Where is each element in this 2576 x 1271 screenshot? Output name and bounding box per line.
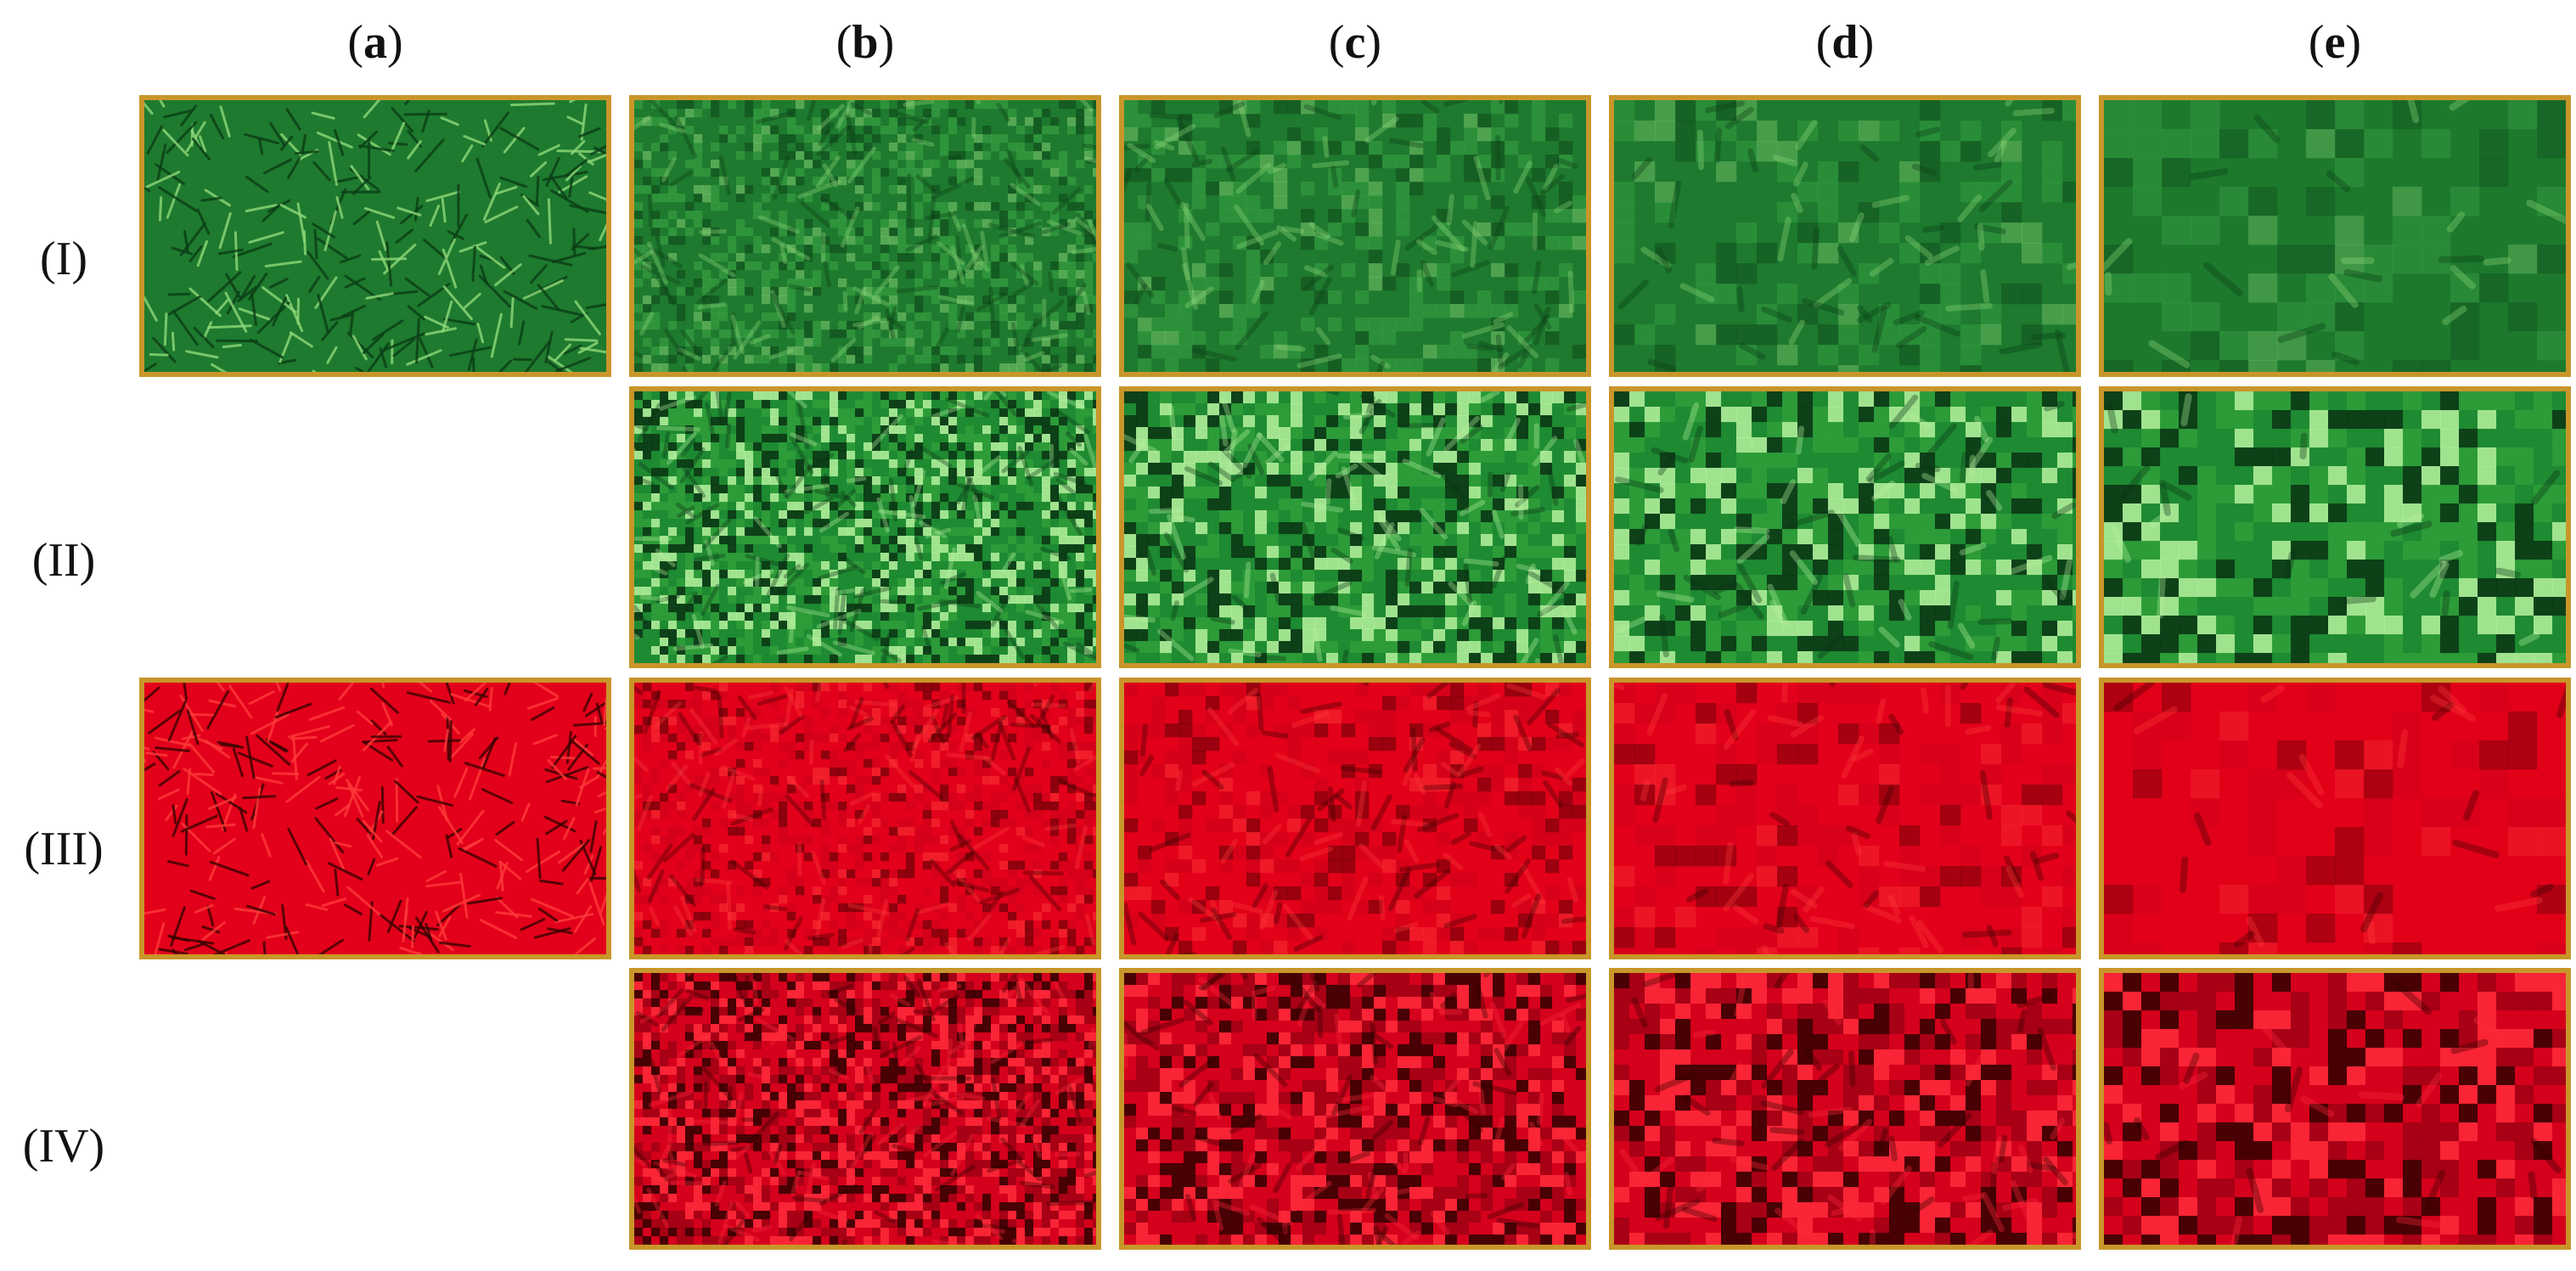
column-label-text: d xyxy=(1831,16,1859,69)
image-panel xyxy=(1609,95,2081,377)
image-panel xyxy=(1609,386,2081,668)
column-label-d: (d) xyxy=(1815,16,1875,69)
texture-image xyxy=(2104,973,2566,1245)
texture-image xyxy=(1124,391,1586,663)
texture-image xyxy=(634,683,1096,954)
texture-image xyxy=(2104,391,2566,663)
image-panel xyxy=(1119,95,1591,377)
texture-image xyxy=(1124,683,1586,954)
image-panel xyxy=(1609,968,2081,1250)
image-panel xyxy=(2099,95,2571,377)
image-panel xyxy=(1119,678,1591,959)
texture-image xyxy=(1124,973,1586,1245)
image-panel xyxy=(629,386,1101,668)
texture-image xyxy=(1614,973,2076,1245)
column-label-e: (e) xyxy=(2308,16,2362,69)
image-panel xyxy=(629,678,1101,959)
image-panel xyxy=(139,678,611,959)
row-label-iii: (III) xyxy=(24,823,104,875)
texture-image xyxy=(1614,100,2076,372)
column-label-text: e xyxy=(2324,16,2346,69)
row-label-ii: (II) xyxy=(31,534,96,587)
image-panel xyxy=(2099,968,2571,1250)
image-panel xyxy=(629,95,1101,377)
texture-image xyxy=(1614,683,2076,954)
texture-image xyxy=(144,100,606,372)
image-panel xyxy=(2099,678,2571,959)
image-panel xyxy=(629,968,1101,1250)
texture-image xyxy=(144,683,606,954)
image-panel xyxy=(1119,968,1591,1250)
row-label-i: (I) xyxy=(40,233,87,285)
image-panel xyxy=(1609,678,2081,959)
texture-image xyxy=(634,100,1096,372)
column-label-c: (c) xyxy=(1328,16,1382,69)
texture-image xyxy=(1124,100,1586,372)
texture-image xyxy=(634,973,1096,1245)
texture-image xyxy=(1614,391,2076,663)
texture-image xyxy=(2104,100,2566,372)
image-panel xyxy=(139,95,611,377)
texture-image xyxy=(634,391,1096,663)
column-label-b: (b) xyxy=(835,16,895,69)
row-label-iv: (IV) xyxy=(22,1120,105,1173)
image-panel xyxy=(1119,386,1591,668)
column-label-text: b xyxy=(852,16,879,69)
column-label-text: c xyxy=(1344,16,1366,69)
texture-image xyxy=(2104,683,2566,954)
column-label-a: (a) xyxy=(347,16,403,69)
image-panel xyxy=(2099,386,2571,668)
column-label-text: a xyxy=(363,16,387,69)
